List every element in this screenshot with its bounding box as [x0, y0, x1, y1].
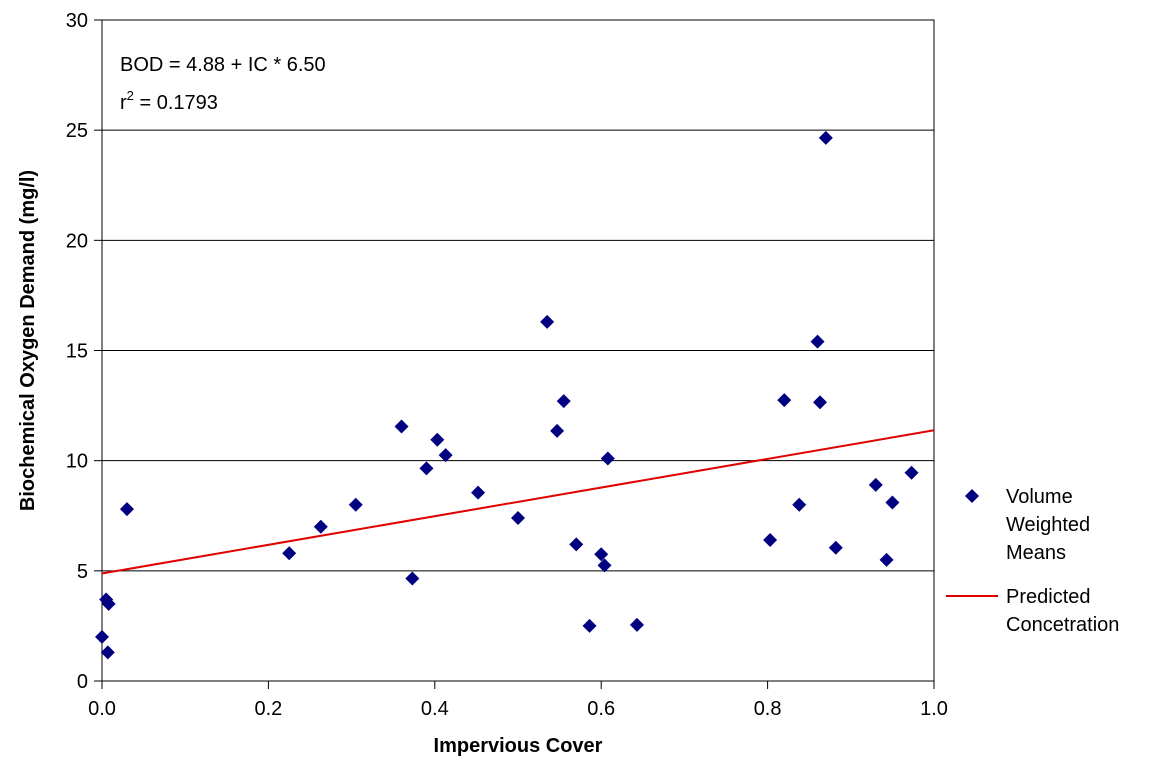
data-point: [101, 596, 116, 611]
y-tick-label: 15: [66, 341, 88, 363]
x-tick-label: 0.0: [88, 698, 116, 720]
data-point: [430, 432, 445, 447]
data-point: [471, 485, 486, 500]
x-tick-label: 0.6: [587, 698, 615, 720]
data-point: [810, 334, 825, 349]
data-point: [868, 477, 883, 492]
legend-marker-diamond: [965, 489, 979, 503]
data-point: [405, 571, 420, 586]
data-point: [777, 393, 792, 408]
data-point: [119, 502, 134, 517]
data-point: [885, 495, 900, 510]
data-point: [394, 419, 409, 434]
data-point: [95, 629, 109, 644]
y-tick-label: 30: [66, 10, 88, 32]
data-point: [818, 130, 833, 145]
data-point: [540, 314, 555, 329]
data-point: [438, 448, 453, 463]
r-squared-annotation: r2 = 0.1793: [120, 88, 218, 114]
data-point: [569, 537, 584, 552]
y-tick-label: 25: [66, 120, 88, 142]
data-point: [348, 497, 363, 512]
y-tick-label: 0: [77, 671, 88, 693]
regression-equation: BOD = 4.88 + IC * 6.50: [120, 54, 326, 76]
r-squared-symbol: r: [120, 92, 127, 114]
y-tick-label: 20: [66, 230, 88, 252]
data-point: [828, 540, 843, 555]
data-point: [904, 465, 919, 480]
x-axis-title: Impervious Cover: [434, 735, 603, 757]
r-squared-value: = 0.1793: [134, 92, 218, 114]
legend-label-predicted-concetration: Predicted: [1006, 586, 1091, 608]
y-tick-label: 5: [77, 561, 88, 583]
y-axis-title: Biochemical Oxygen Demand (mg/l): [17, 170, 39, 511]
data-point: [813, 395, 828, 410]
legend-label-volume-weighted-means: Volume: [1006, 486, 1073, 508]
regression-line: [101, 429, 935, 575]
data-point: [282, 546, 297, 561]
x-tick-label: 0.4: [421, 698, 449, 720]
gridlines: [102, 129, 934, 572]
data-point: [550, 423, 565, 438]
data-point: [879, 552, 894, 567]
scatter-points: [95, 130, 919, 660]
data-point: [556, 394, 571, 409]
x-tick-label: 1.0: [920, 698, 948, 720]
r-squared-exponent: 2: [127, 88, 134, 103]
data-point: [582, 618, 597, 633]
data-point: [629, 617, 644, 632]
legend: Volume Weighted Means Predicted Concetration: [946, 486, 1119, 636]
legend-label-volume-weighted-means: Means: [1006, 542, 1066, 564]
data-point: [511, 510, 525, 525]
regression-line-series: [101, 429, 935, 575]
x-tick-label: 0.2: [254, 698, 282, 720]
x-axis: 0.0 0.2 0.4 0.6 0.8 1.0: [88, 681, 948, 720]
y-axis: 0 5 10 15 20 25 30: [66, 10, 102, 693]
data-point: [792, 497, 807, 512]
data-point: [419, 461, 434, 476]
x-tick-label: 0.8: [754, 698, 782, 720]
data-point: [594, 547, 609, 562]
legend-label-volume-weighted-means: Weighted: [1006, 514, 1090, 536]
legend-label-predicted-concetration: Concetration: [1006, 614, 1119, 636]
data-point: [100, 645, 115, 660]
data-point: [313, 519, 328, 534]
data-point: [763, 532, 778, 547]
data-point: [600, 451, 615, 466]
data-point: [597, 558, 612, 573]
y-tick-label: 10: [66, 451, 88, 473]
